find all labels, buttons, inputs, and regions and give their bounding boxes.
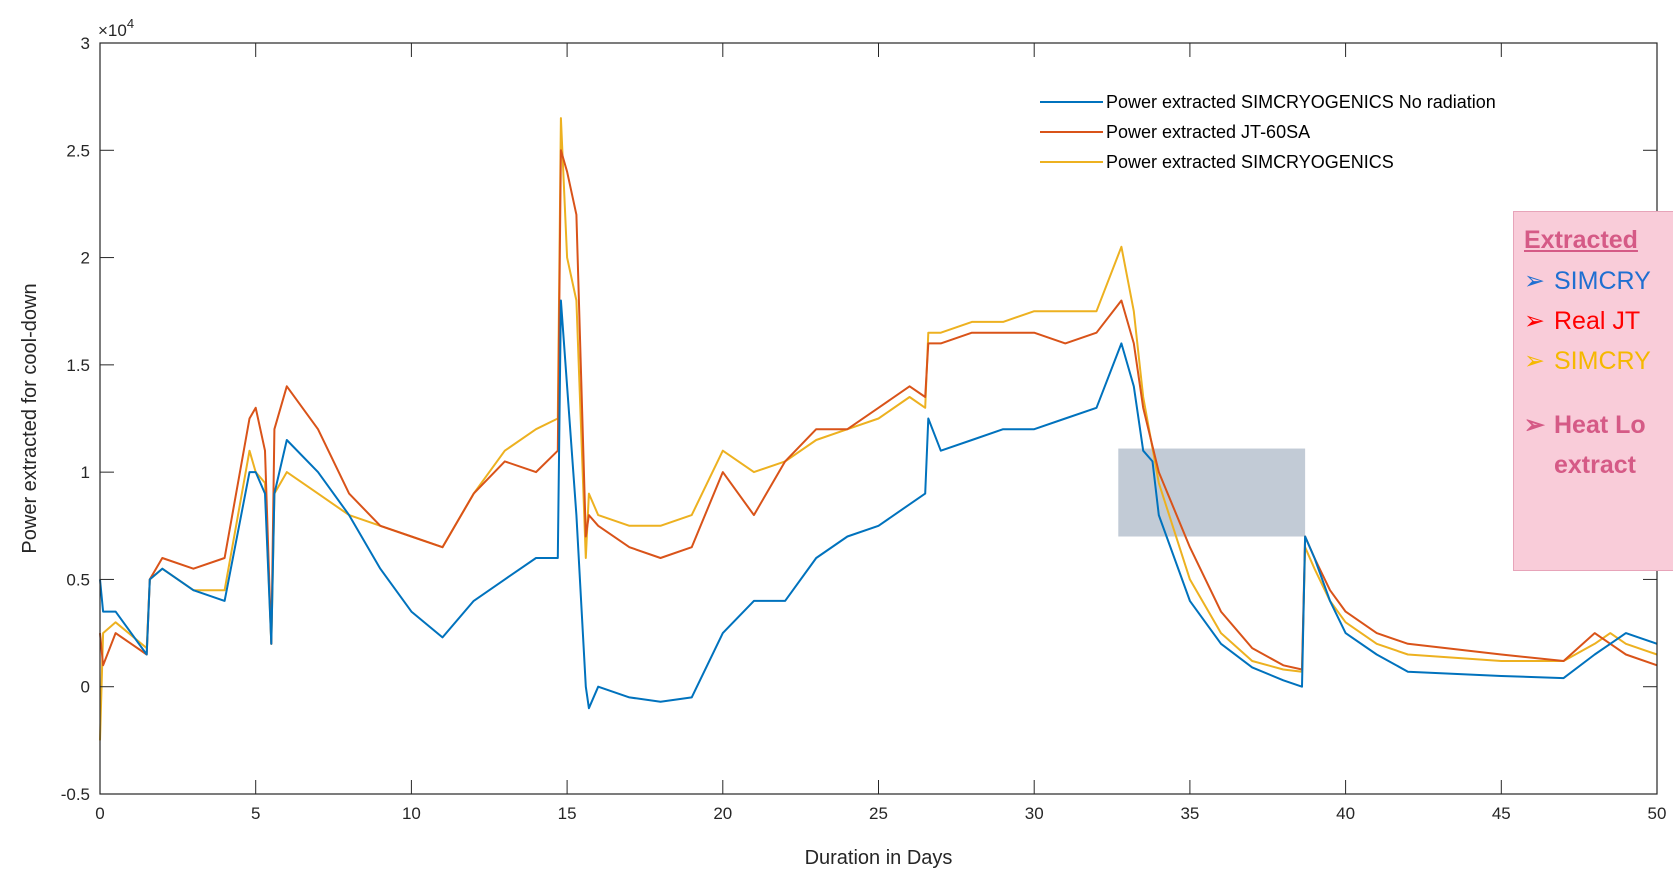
callout-extract-text: extract — [1554, 451, 1636, 479]
x-tick-label: 40 — [1336, 804, 1355, 823]
y-tick-label: 2.5 — [66, 141, 90, 160]
x-tick-label: 50 — [1648, 804, 1667, 823]
y-tick-label: 1.5 — [66, 356, 90, 375]
callout-item-text: SIMCRY — [1554, 267, 1651, 295]
callout-extract-line: extract — [1524, 445, 1673, 485]
y-tick-label: 3 — [81, 34, 90, 53]
callout-heat-load-text: Heat Lo — [1554, 411, 1646, 439]
x-axis-label: Duration in Days — [805, 847, 953, 869]
x-tick-label: 45 — [1492, 804, 1511, 823]
legend-entry-simcryogenics-no-radiation: Power extracted SIMCRYOGENICS No radiati… — [1106, 92, 1496, 112]
arrow-bullet-icon: ➢ — [1524, 267, 1545, 295]
x-tick-label: 10 — [402, 804, 421, 823]
highlight-box — [1118, 448, 1306, 537]
callout-heat-load-line: ➢ Heat Lo — [1524, 405, 1673, 445]
y-exponent-label: ×104 — [98, 16, 134, 40]
series-line-simcryogenics-no-radiation — [99, 299, 1658, 710]
callout-item-simcryogenics-no-radiation: ➢ SIMCRY — [1524, 261, 1673, 301]
callout-item-real-jt60sa: ➢ Real JT — [1524, 301, 1673, 341]
legend-entry-simcryogenics: Power extracted SIMCRYOGENICS — [1106, 152, 1394, 172]
callout-title: Extracted — [1524, 226, 1638, 254]
x-tick-label: 15 — [558, 804, 577, 823]
arrow-bullet-icon: ➢ — [1524, 347, 1545, 375]
extracted-power-callout: Extracted ➢ SIMCRY ➢ Real JT ➢ SIMCRY ➢ Heat… — [1513, 211, 1673, 571]
x-tick-label: 5 — [251, 804, 260, 823]
legend: Power extracted SIMCRYOGENICS No radiati… — [1040, 92, 1496, 172]
x-tick-label: 35 — [1180, 804, 1199, 823]
arrow-bullet-icon: ➢ — [1524, 411, 1545, 439]
y-tick-label: 0 — [81, 678, 90, 697]
y-tick-label: -0.5 — [61, 785, 90, 804]
y-tick-label: 2 — [81, 249, 90, 268]
callout-item-text: Real JT — [1554, 307, 1641, 335]
x-tick-label: 20 — [713, 804, 732, 823]
x-tick-label: 30 — [1025, 804, 1044, 823]
callout-item-simcryogenics: ➢ SIMCRY — [1524, 341, 1673, 381]
y-tick-label: 1 — [81, 463, 90, 482]
y-tick-label: 0.5 — [66, 570, 90, 589]
callout-item-text: SIMCRY — [1554, 347, 1651, 375]
x-tick-label: 0 — [95, 804, 104, 823]
x-tick-label: 25 — [869, 804, 888, 823]
arrow-bullet-icon: ➢ — [1524, 307, 1545, 335]
legend-entry-jt60sa: Power extracted JT-60SA — [1106, 122, 1310, 142]
y-axis-label: Power extracted for cool-down — [19, 283, 41, 553]
